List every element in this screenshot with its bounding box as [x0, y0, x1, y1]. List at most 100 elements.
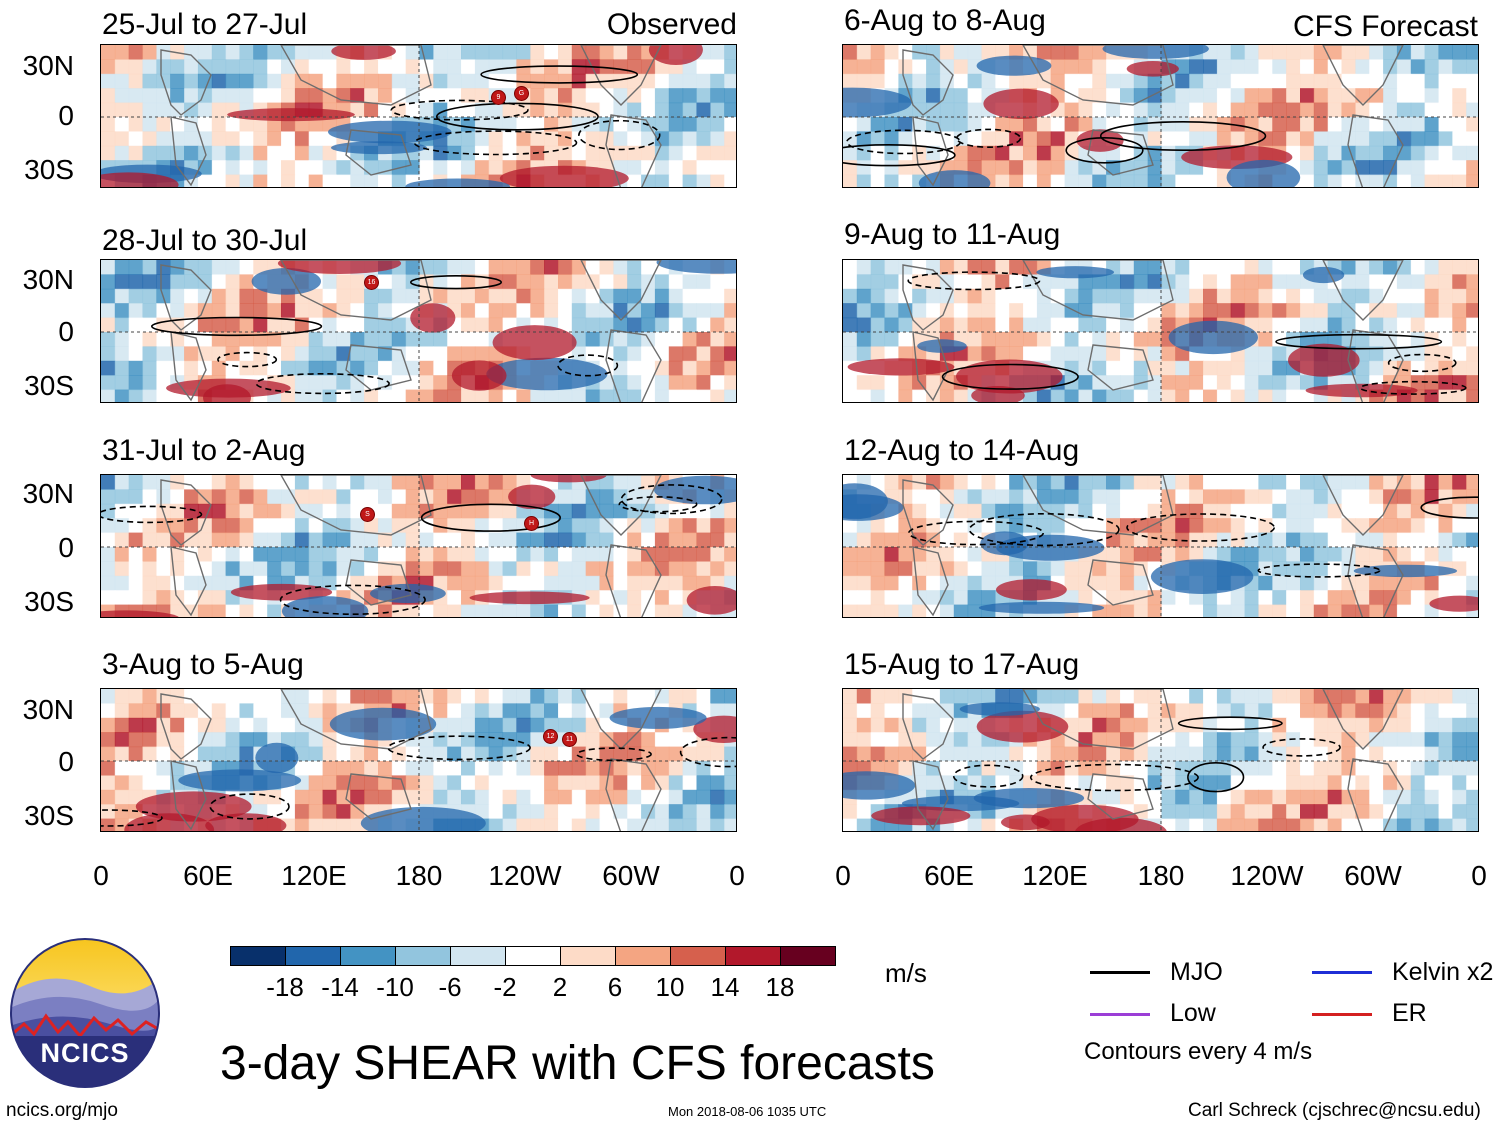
shear-cell — [1175, 375, 1190, 391]
shear-cell — [710, 547, 725, 562]
shear-cell — [156, 346, 171, 362]
lat-label: 0 — [58, 316, 74, 347]
shear-cell — [1203, 503, 1218, 519]
shear-cell — [502, 561, 517, 577]
shear-cell — [912, 503, 927, 519]
coastline — [1322, 689, 1404, 750]
shear-cell — [378, 689, 393, 704]
shear-cell — [294, 489, 310, 505]
mjo-contour — [387, 735, 531, 761]
shear-cell — [926, 303, 941, 319]
shear-cell — [447, 732, 462, 748]
shear-cell — [682, 547, 697, 562]
shear-cell — [571, 746, 587, 762]
shear-cell — [433, 789, 448, 805]
shear-cell — [419, 88, 434, 104]
shear-cell — [378, 503, 393, 519]
shear-cell — [350, 575, 365, 591]
shear-cell — [364, 360, 379, 376]
shear-cell — [211, 360, 227, 376]
shear-cell — [953, 73, 969, 89]
shear-cell — [641, 732, 656, 748]
shear-cell — [1078, 489, 1093, 505]
shear-cell — [378, 102, 393, 118]
shear-cell — [939, 503, 955, 519]
shear-cell — [1396, 346, 1412, 362]
shear-cell — [1092, 789, 1107, 805]
shear-cell — [128, 590, 144, 606]
shear-cell — [364, 489, 379, 505]
shear-cell — [281, 131, 296, 147]
shear-cell — [856, 45, 872, 60]
shear-cell — [474, 804, 490, 820]
shear-cell — [1300, 818, 1315, 831]
coastline — [1347, 114, 1404, 187]
shear-cell — [1036, 518, 1052, 534]
shear-cell — [1147, 274, 1163, 290]
shear-cell — [1341, 117, 1356, 132]
shear-cell — [613, 45, 628, 60]
shear-cell — [461, 288, 476, 304]
shear-cell — [953, 389, 969, 402]
shear-cell — [1313, 145, 1329, 161]
main-title: 3-day SHEAR with CFS forecasts — [220, 1037, 935, 1090]
shear-cell — [322, 732, 337, 748]
shear-cell — [558, 547, 573, 562]
shear-cell — [654, 160, 670, 176]
shear-cell — [724, 73, 736, 89]
shear-cell — [419, 532, 434, 548]
shear-cell — [156, 332, 171, 347]
shear-cell — [364, 332, 379, 347]
shear-cell — [1452, 131, 1467, 147]
shear-cell — [1244, 117, 1259, 132]
shear-cell — [1050, 389, 1066, 402]
shear-cell — [1327, 45, 1343, 60]
shear-cell — [1396, 288, 1412, 304]
shear-cell — [843, 288, 858, 304]
shear-cell — [225, 532, 240, 548]
shear-anomaly — [971, 386, 1025, 402]
shear-cell — [1244, 503, 1259, 519]
shear-cell — [953, 45, 969, 60]
shear-cell — [1064, 88, 1079, 104]
shear-cell — [488, 73, 504, 89]
shear-cell — [447, 561, 462, 577]
shear-cell — [995, 746, 1010, 762]
shear-cell — [613, 288, 628, 304]
shear-cell — [981, 775, 996, 791]
shear-cell — [724, 360, 736, 376]
storm-marker-icon: 9 — [491, 90, 506, 105]
shear-cell — [571, 775, 587, 791]
shear-cell — [114, 317, 130, 333]
shear-cell — [585, 260, 601, 275]
shear-cell — [267, 489, 282, 505]
shear-cell — [530, 689, 545, 704]
shear-cell — [995, 73, 1010, 89]
shear-cell — [710, 818, 725, 831]
coastline — [1347, 758, 1404, 831]
shear-cell — [1355, 360, 1370, 376]
shear-cell — [184, 145, 199, 161]
shear-anomaly — [648, 45, 703, 65]
shear-cell — [447, 274, 462, 290]
shear-cell — [1438, 332, 1453, 347]
shear-cell — [926, 102, 941, 118]
shear-cell — [433, 489, 448, 505]
shear-cell — [1452, 346, 1467, 362]
shear-cell — [350, 489, 365, 505]
shear-cell — [1147, 346, 1163, 362]
shear-cell — [350, 475, 365, 490]
shear-cell — [1064, 174, 1079, 187]
shear-cell — [1258, 775, 1273, 791]
colorbar-label: -2 — [493, 972, 517, 1002]
lat-label: 0 — [58, 532, 74, 563]
shear-cell — [364, 389, 379, 402]
shear-cell — [558, 503, 573, 519]
shear-cell — [870, 732, 886, 748]
shear-cell — [953, 59, 969, 75]
shear-anomaly — [1302, 266, 1345, 284]
shear-cell — [710, 518, 725, 534]
shear-cell — [1120, 746, 1135, 762]
shear-cell — [405, 346, 421, 362]
shear-anomaly — [405, 178, 510, 187]
